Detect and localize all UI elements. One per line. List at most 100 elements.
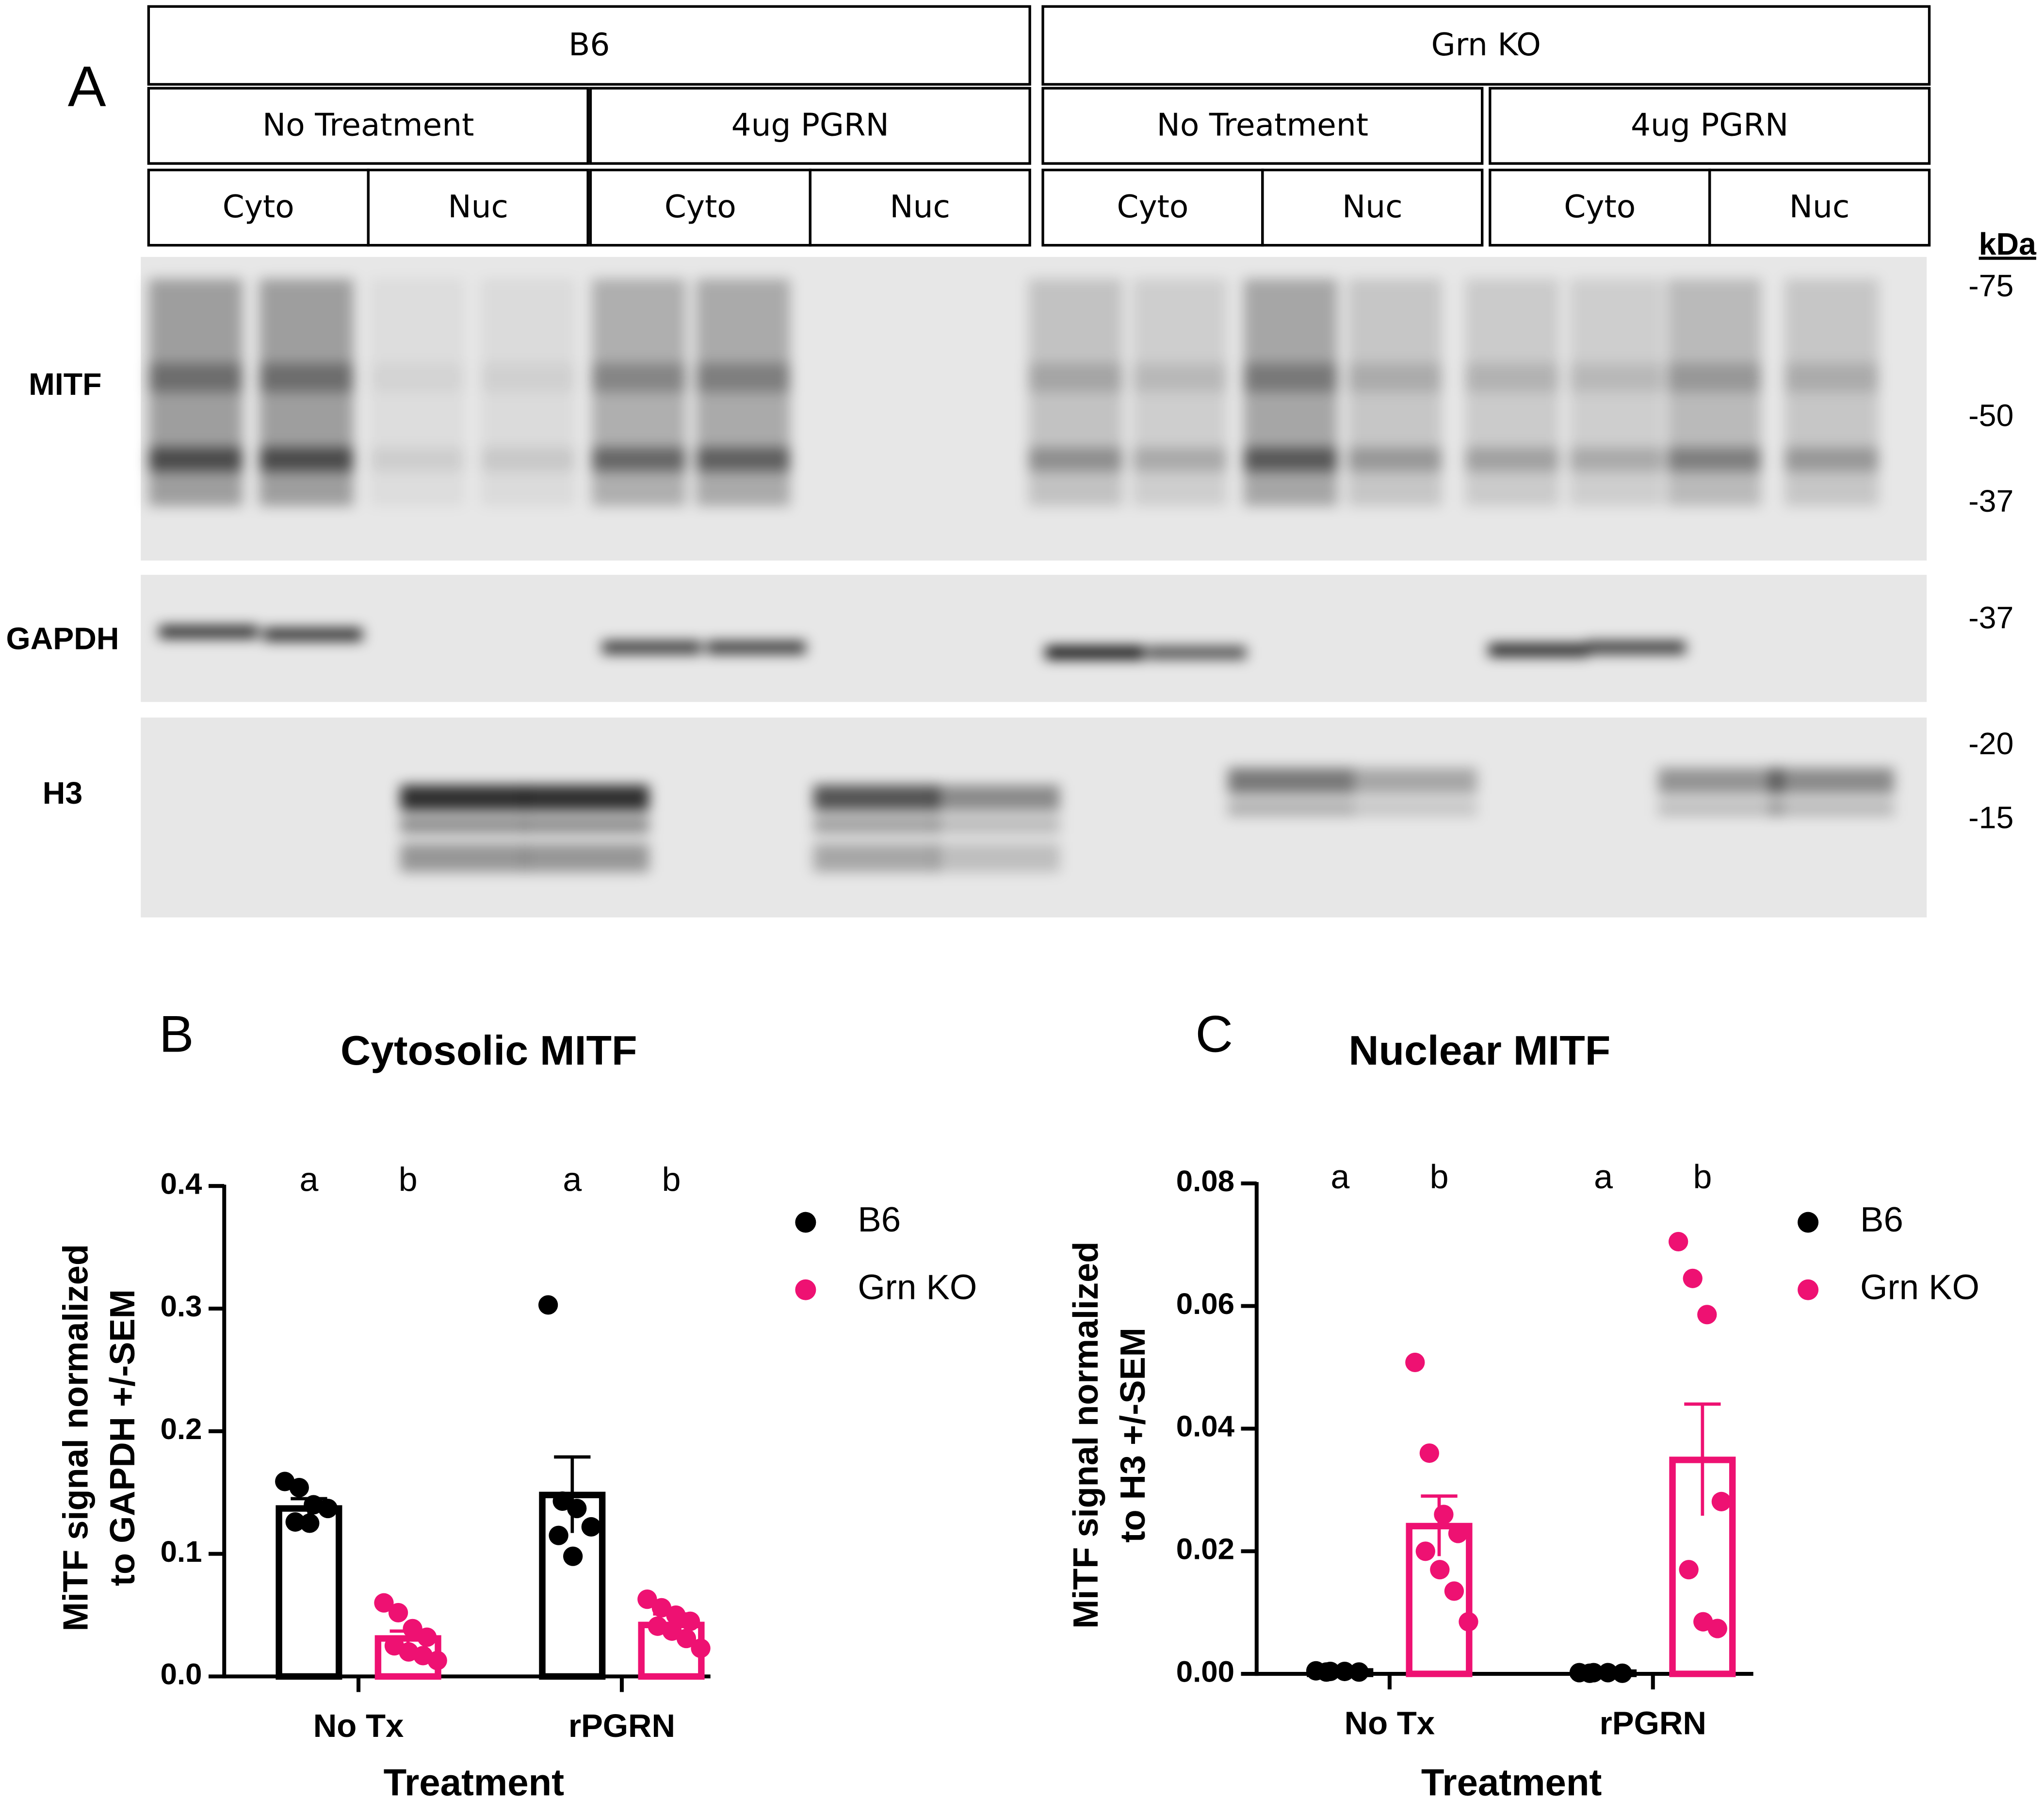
blot-row-label: GAPDH: [6, 621, 119, 656]
blot-smear: [1347, 279, 1442, 506]
data-point: [538, 1295, 558, 1315]
y-tick-label: 0.08: [1176, 1165, 1234, 1198]
panel-label: A: [68, 55, 106, 119]
significance-letter: a: [300, 1161, 319, 1199]
blot-band: [148, 363, 243, 392]
data-point: [388, 1603, 408, 1623]
legend-marker: [795, 1279, 816, 1300]
data-point: [1707, 1619, 1727, 1638]
blot-band: [706, 641, 806, 654]
blot-band: [1028, 363, 1122, 392]
fraction-header: Cyto: [665, 189, 736, 225]
blot-band: [1228, 768, 1353, 794]
blot-band: [481, 363, 575, 392]
blot-band: [259, 363, 354, 392]
blot-band: [400, 843, 526, 872]
data-point: [1430, 1560, 1450, 1580]
blot-band: [1465, 447, 1559, 471]
data-point: [1679, 1560, 1699, 1580]
data-point: [1335, 1661, 1355, 1682]
significance-letter: b: [662, 1161, 681, 1199]
blot-band: [592, 363, 686, 392]
blot-band: [1045, 646, 1145, 660]
x-axis-label: Treatment: [384, 1762, 564, 1804]
kda-marker: -37: [1968, 484, 2013, 518]
data-point: [1434, 1505, 1454, 1524]
significance-letter: a: [563, 1161, 582, 1199]
blot-band: [1658, 800, 1784, 816]
bar: [276, 1505, 342, 1680]
treatment-header-box: [1489, 87, 1931, 165]
blot-band: [934, 843, 1060, 872]
blot-band: [1133, 447, 1227, 471]
data-point: [1669, 1231, 1688, 1251]
blot-smear: [696, 279, 790, 506]
x-tick-label: rPGRN: [568, 1708, 675, 1744]
data-point: [1415, 1541, 1435, 1561]
blot-smear: [1784, 279, 1879, 506]
blot-band: [159, 625, 259, 639]
significance-letter: b: [1693, 1158, 1712, 1196]
y-tick-label: 0.06: [1176, 1287, 1234, 1321]
kda-marker: -75: [1968, 268, 2013, 303]
blot-band: [148, 447, 243, 471]
fraction-header: Cyto: [1117, 189, 1188, 225]
y-tick-label: 0.4: [161, 1167, 202, 1201]
data-point: [1580, 1663, 1600, 1683]
genotype-header: Grn KO: [1431, 27, 1541, 63]
legend-label: Grn KO: [858, 1267, 977, 1307]
data-point: [285, 1512, 305, 1532]
fraction-header: Nuc: [448, 189, 508, 225]
y-tick-label: 0.1: [161, 1535, 202, 1569]
blot-band: [1147, 646, 1247, 660]
blot-band: [696, 447, 790, 471]
blot-band: [813, 843, 939, 872]
blot-smear: [1133, 279, 1227, 506]
treatment-header-box: [1041, 87, 1484, 165]
blot-band: [524, 785, 649, 811]
blot-band: [524, 843, 649, 872]
x-tick-label: No Tx: [1345, 1705, 1435, 1742]
data-point: [1697, 1305, 1717, 1325]
panel-label: B: [159, 1005, 194, 1063]
blot-band: [1347, 447, 1442, 471]
blot-band: [1228, 800, 1353, 816]
data-point: [549, 1525, 568, 1545]
treatment-header-box: [147, 87, 589, 165]
kda-label: kDa: [1979, 227, 2037, 261]
error-bar: [554, 1455, 591, 1533]
blot-smear: [1465, 279, 1559, 506]
blot-row-label: MITF: [29, 367, 101, 402]
legend-marker: [795, 1212, 816, 1233]
blot-band: [1347, 363, 1442, 392]
kda-marker: -20: [1968, 726, 2013, 761]
kda-marker: -15: [1968, 800, 2013, 835]
blot-band: [1768, 768, 1894, 794]
blot-band: [1465, 363, 1559, 392]
treatment-header: 4ug PGRN: [731, 107, 889, 144]
blot-smear: [1569, 279, 1664, 506]
blot-band: [400, 817, 526, 833]
fraction-header-box: [1708, 168, 1931, 247]
blot-band: [1243, 363, 1338, 392]
blot-band: [1351, 768, 1477, 794]
blot-band: [524, 817, 649, 833]
blot-band: [934, 817, 1060, 833]
treatment-header: No Treatment: [262, 107, 474, 144]
blot-smear: [592, 279, 686, 506]
fraction-header-box: [809, 168, 1031, 247]
kda-marker: -37: [1968, 600, 2013, 635]
blot-band: [602, 641, 701, 654]
data-point: [1405, 1352, 1425, 1372]
blot-band: [481, 447, 575, 471]
blot-smear: [1243, 279, 1338, 506]
data-point: [581, 1517, 601, 1537]
y-tick-label: 0.3: [161, 1290, 202, 1323]
y-tick-label: 0.2: [161, 1412, 202, 1446]
blot-band: [370, 363, 464, 392]
legend-label: B6: [1860, 1200, 1903, 1239]
x-axis-label: Treatment: [1421, 1762, 1602, 1804]
blot-band: [1028, 447, 1122, 471]
blot-band: [1243, 447, 1338, 471]
